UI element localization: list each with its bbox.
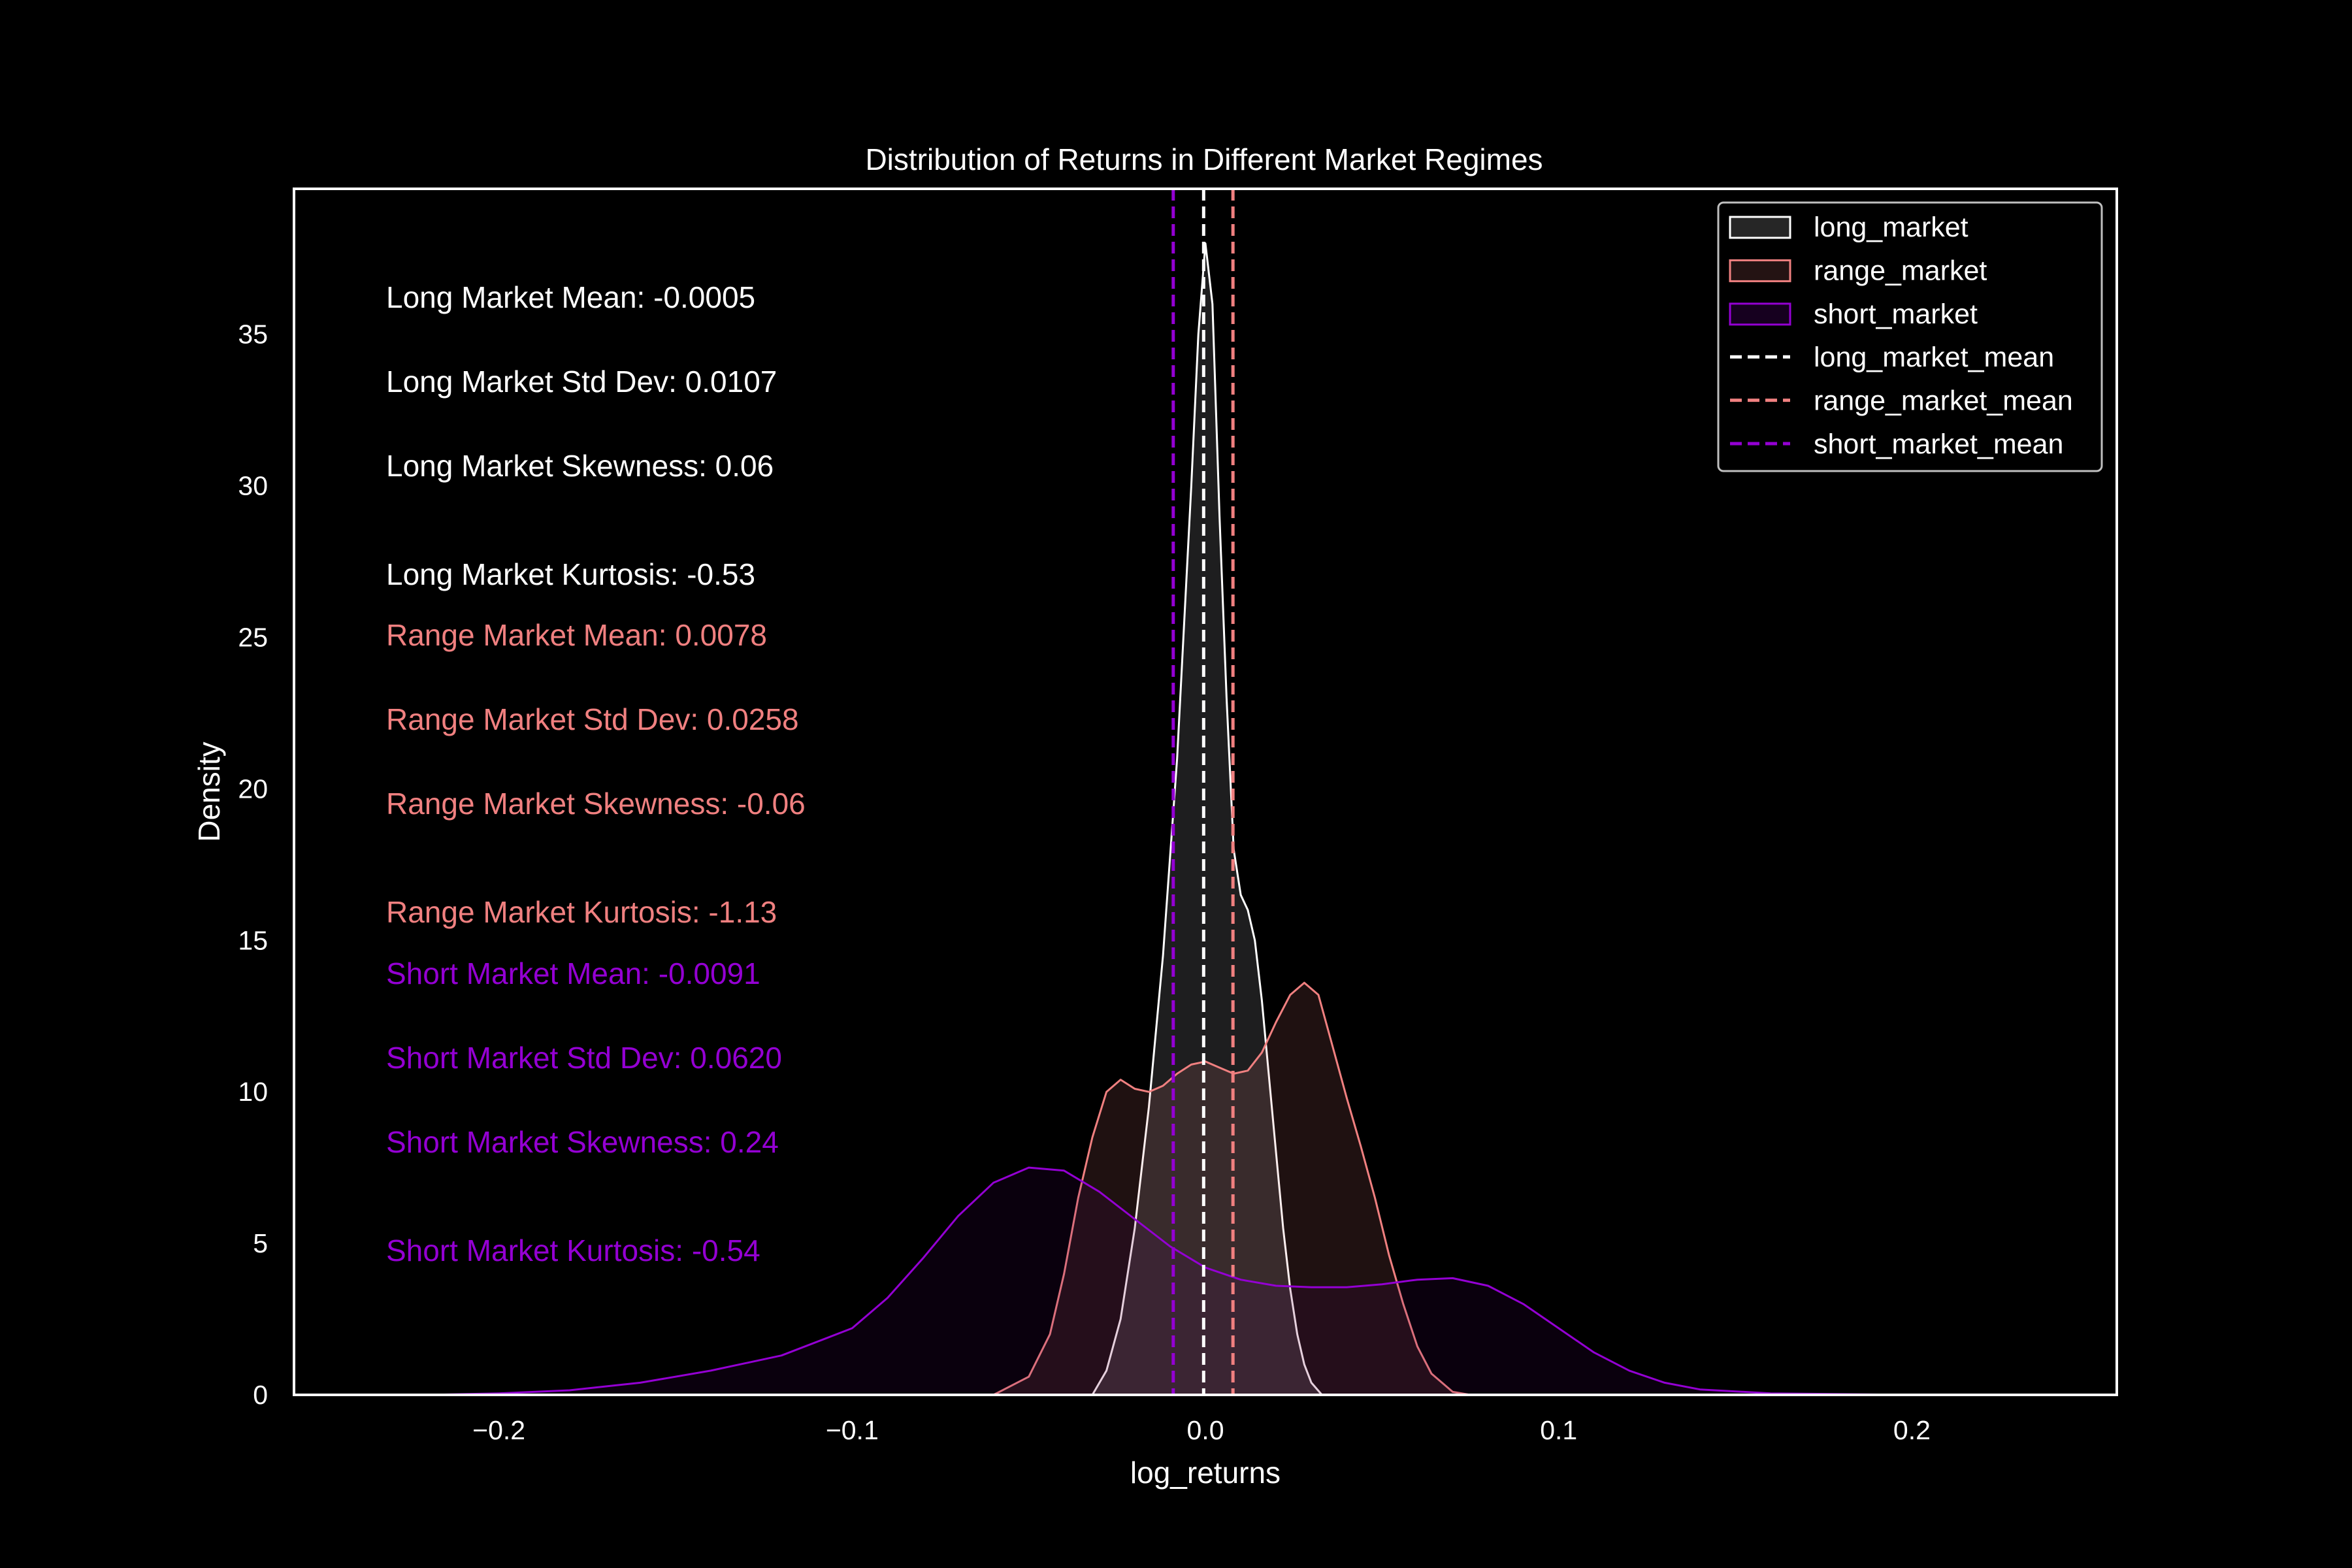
x-axis-ticks: −0.2 −0.1 0.0 0.1 0.2 [472, 1415, 1931, 1445]
legend-box [1717, 201, 2103, 472]
long-market-curve [1091, 242, 1323, 1396]
y-axis-ticks: 0 5 10 15 20 25 30 35 [238, 319, 268, 1410]
chart-title: Distribution of Returns in Different Mar… [865, 142, 1543, 176]
y-tick-label: 10 [238, 1077, 268, 1107]
x-tick-label: −0.1 [826, 1415, 879, 1445]
legend-label: long_market [1814, 212, 1968, 243]
stat-annotation: Long Market Std Dev: 0.0107 [386, 365, 777, 399]
x-axis-label: log_returns [1130, 1456, 1281, 1490]
plot-frame [293, 188, 2118, 1396]
stat-annotation: Range Market Skewness: -0.06 [386, 787, 806, 821]
stat-annotation: Short Market Mean: -0.0091 [386, 956, 760, 990]
short-market-area [428, 1168, 1912, 1395]
legend-entries: long_market range_market short_market long_… [1729, 212, 2073, 460]
stat-annotation: Range Market Std Dev: 0.0258 [386, 702, 799, 736]
y-tick-label: 20 [238, 774, 268, 804]
stat-annotation: Short Market Std Dev: 0.0620 [386, 1041, 782, 1075]
long-market-legend-swatch [1729, 216, 1791, 239]
y-tick-label: 30 [238, 471, 268, 501]
legend-label: short_market_mean [1814, 429, 2063, 460]
stat-annotation: Range Market Mean: 0.0078 [386, 618, 767, 652]
legend: long_market range_market short_market long_… [1717, 201, 2103, 472]
short-market-curve [428, 1166, 1912, 1396]
stat-annotation: Long Market Kurtosis: -0.53 [386, 557, 755, 591]
y-tick-label: 5 [253, 1228, 268, 1258]
y-tick-label: 35 [238, 319, 268, 350]
short-market-legend-swatch [1729, 302, 1791, 326]
range-market-legend-swatch [1729, 259, 1791, 282]
y-axis-label: Density [192, 742, 226, 841]
x-tick-label: 0.2 [1893, 1415, 1931, 1445]
legend-label: long_market_mean [1814, 342, 2054, 373]
y-tick-label: 25 [238, 622, 268, 652]
stats-annotations: Long Market Mean: -0.0005 Long Market Std… [386, 280, 806, 1267]
stat-annotation: Range Market Kurtosis: -1.13 [386, 895, 777, 929]
series-layer [428, 242, 1912, 1396]
stat-annotation: Long Market Skewness: 0.06 [386, 449, 774, 483]
legend-label: short_market [1814, 299, 1978, 330]
x-tick-label: 0.0 [1187, 1415, 1224, 1445]
y-tick-label: 0 [253, 1380, 268, 1410]
legend-label: range_market [1814, 255, 1987, 286]
legend-label: range_market_mean [1814, 385, 2073, 417]
y-tick-label: 15 [238, 925, 268, 955]
range-market-area [993, 983, 1471, 1395]
x-tick-label: 0.1 [1540, 1415, 1577, 1445]
mean-line-layer [1171, 189, 1235, 1395]
range-market-curve [992, 981, 1471, 1396]
stat-annotation: Long Market Mean: -0.0005 [386, 280, 755, 314]
x-tick-label: −0.2 [472, 1415, 525, 1445]
stat-annotation: Short Market Kurtosis: -0.54 [386, 1233, 760, 1267]
stat-annotation: Short Market Skewness: 0.24 [386, 1125, 779, 1159]
